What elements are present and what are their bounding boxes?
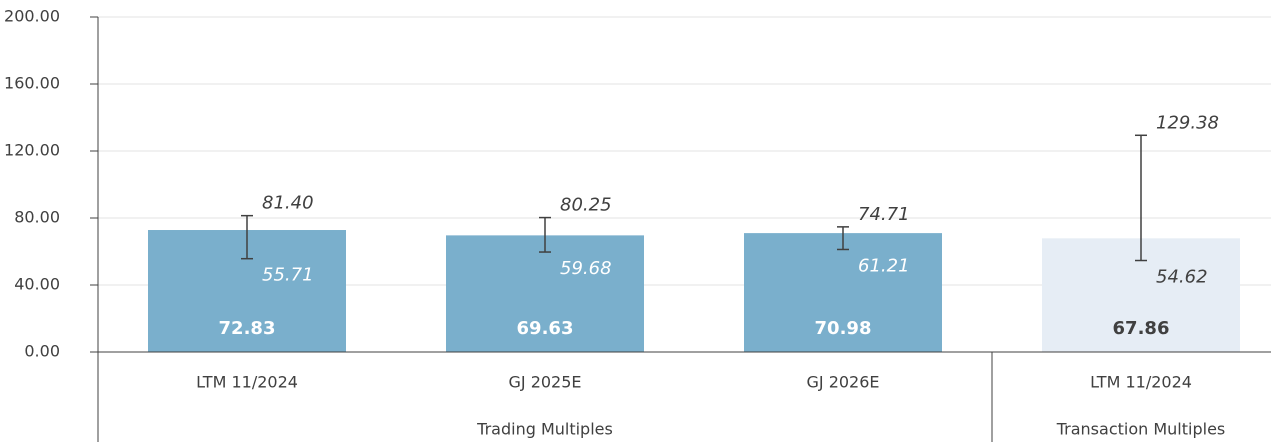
- bar: [446, 235, 644, 352]
- value-label: 70.98: [815, 318, 872, 339]
- x-tick-label: GJ 2025E: [508, 373, 581, 392]
- bar: [744, 233, 942, 352]
- y-tick-label: 80.00: [14, 208, 60, 227]
- value-label: 67.86: [1113, 318, 1170, 339]
- value-label: 72.83: [219, 318, 276, 339]
- group-label: Transaction Multiples: [1056, 420, 1226, 439]
- high-label: 74.71: [858, 204, 910, 225]
- x-tick-label: GJ 2026E: [806, 373, 879, 392]
- y-tick-label: 120.00: [4, 141, 60, 160]
- high-label: 129.38: [1156, 112, 1219, 133]
- y-tick-label: 0.00: [24, 342, 60, 361]
- value-label: 69.63: [517, 318, 574, 339]
- high-label: 81.40: [262, 193, 314, 214]
- low-label: 55.71: [262, 265, 314, 286]
- low-label: 61.21: [858, 255, 910, 276]
- group-label: Trading Multiples: [476, 420, 613, 439]
- y-tick-label: 160.00: [4, 74, 60, 93]
- low-label: 54.62: [1156, 267, 1208, 288]
- y-tick-label: 40.00: [14, 275, 60, 294]
- low-label: 59.68: [560, 258, 612, 279]
- x-tick-label: LTM 11/2024: [1090, 373, 1192, 392]
- high-label: 80.25: [560, 195, 612, 216]
- y-tick-label: 200.00: [4, 7, 60, 26]
- x-tick-label: LTM 11/2024: [196, 373, 298, 392]
